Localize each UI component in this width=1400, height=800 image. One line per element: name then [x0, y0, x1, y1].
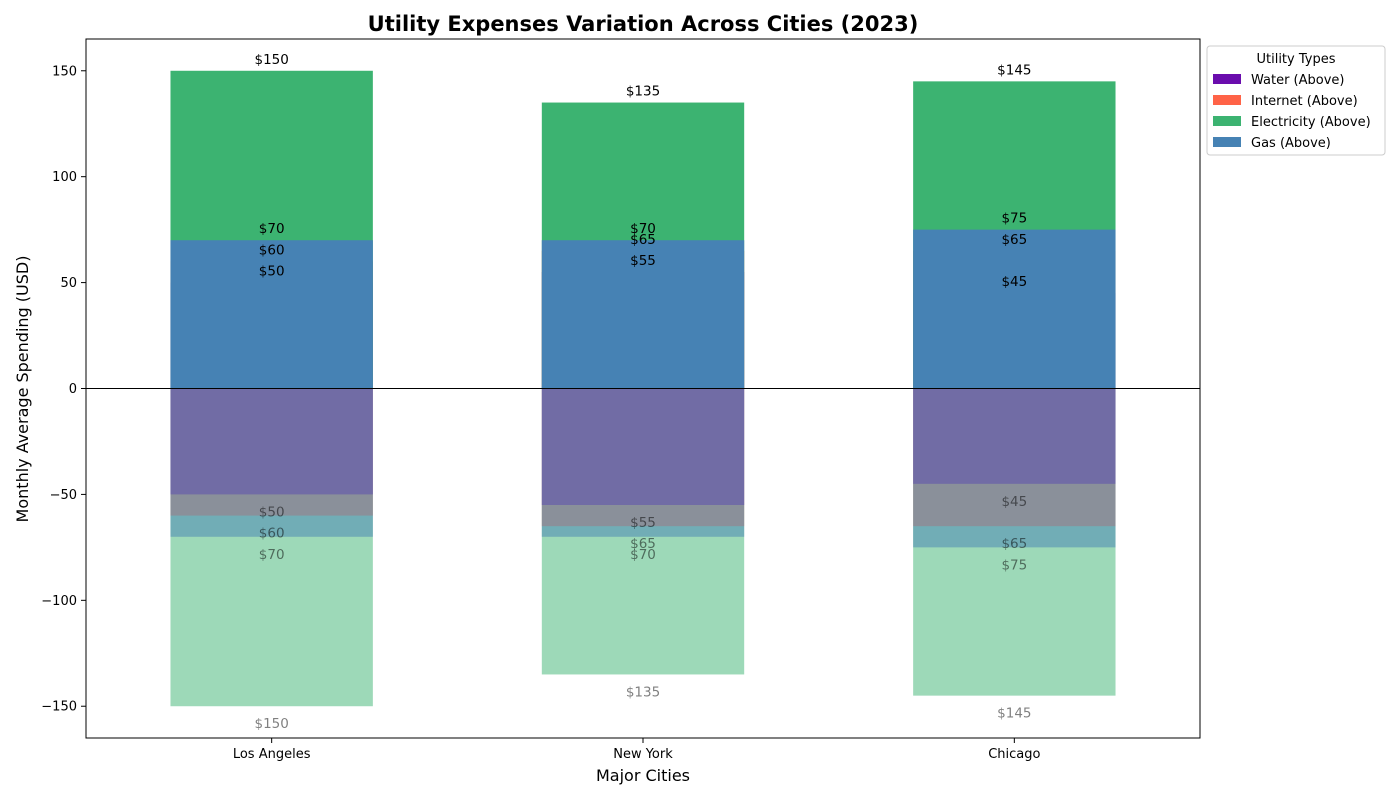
legend-entry-internet: Internet (Above) [1251, 94, 1358, 109]
value-label-internet-below-los-angeles: $60 [259, 526, 285, 542]
value-label-gas-above-new-york: $70 [630, 221, 656, 237]
x-tick-label: New York [613, 747, 673, 762]
value-label-water-below-new-york: $55 [630, 515, 656, 531]
value-label-electricity-above-chicago: $145 [997, 62, 1031, 78]
value-label-gas-below-new-york: $70 [630, 547, 656, 563]
value-label-water-below-los-angeles: $50 [259, 504, 285, 520]
value-label-gas-below-chicago: $75 [1001, 557, 1027, 573]
y-tick-label: 50 [60, 276, 77, 291]
value-label-internet-above-chicago: $65 [1001, 232, 1027, 248]
value-label-gas-above-los-angeles: $70 [259, 221, 285, 237]
value-label-internet-above-new-york: $65 [630, 232, 656, 248]
bar-gas-below-los-angeles [170, 388, 373, 537]
legend-swatch-water [1213, 74, 1241, 84]
bar-gas-above-chicago [913, 229, 1116, 389]
y-tick-label: −150 [41, 700, 77, 715]
y-tick-label: 100 [52, 170, 77, 185]
value-label-electricity-above-new-york: $135 [626, 84, 660, 100]
value-label-gas-below-los-angeles: $70 [259, 547, 285, 563]
value-label-water-above-chicago: $45 [1001, 274, 1027, 290]
value-label-internet-above-los-angeles: $60 [259, 242, 285, 258]
legend-title: Utility Types [1256, 52, 1335, 67]
plot-area: $50 $50 $60 $60 $150 $150 $70 $70 $55 $55 $65 $65 $1… [41, 38, 1201, 762]
value-label-water-above-los-angeles: $50 [259, 264, 285, 280]
y-axis-label: Monthly Average Spending (USD) [13, 256, 32, 523]
y-tick-label: −100 [41, 594, 77, 609]
x-axis-label: Major Cities [596, 766, 690, 785]
legend-entry-water: Water (Above) [1251, 73, 1345, 88]
bar-gas-below-new-york [541, 388, 745, 537]
legend-entry-gas: Gas (Above) [1251, 136, 1331, 151]
bar-gas-below-chicago [913, 388, 1116, 548]
y-tick-label: 0 [69, 382, 77, 397]
legend-swatch-gas [1213, 137, 1241, 147]
legend: Utility Types Water (Above) Internet (Abo… [1206, 45, 1386, 156]
legend-swatch-electricity [1213, 116, 1241, 126]
value-label-internet-below-new-york: $65 [630, 536, 656, 552]
value-label-gas-above-chicago: $75 [1001, 211, 1027, 227]
chart-title: Utility Expenses Variation Across Cities… [368, 12, 919, 36]
y-tick-label: 150 [52, 64, 77, 79]
value-label-water-below-chicago: $45 [1001, 494, 1027, 510]
x-tick-label: Chicago [988, 747, 1040, 762]
value-label-electricity-below-los-angeles: $150 [254, 716, 288, 732]
legend-entry-electricity: Electricity (Above) [1251, 115, 1371, 130]
value-label-internet-below-chicago: $65 [1001, 536, 1027, 552]
legend-swatch-internet [1213, 95, 1241, 105]
bar-gas-above-los-angeles [170, 240, 373, 389]
y-tick-label: −50 [50, 488, 77, 503]
value-label-electricity-below-chicago: $145 [997, 706, 1031, 722]
value-label-water-above-new-york: $55 [630, 253, 656, 269]
value-label-electricity-above-los-angeles: $150 [254, 52, 288, 68]
bar-gas-above-new-york [541, 240, 745, 389]
legend-box [1206, 45, 1386, 156]
x-tick-label: Los Angeles [233, 747, 311, 762]
value-label-electricity-below-new-york: $135 [626, 684, 660, 700]
